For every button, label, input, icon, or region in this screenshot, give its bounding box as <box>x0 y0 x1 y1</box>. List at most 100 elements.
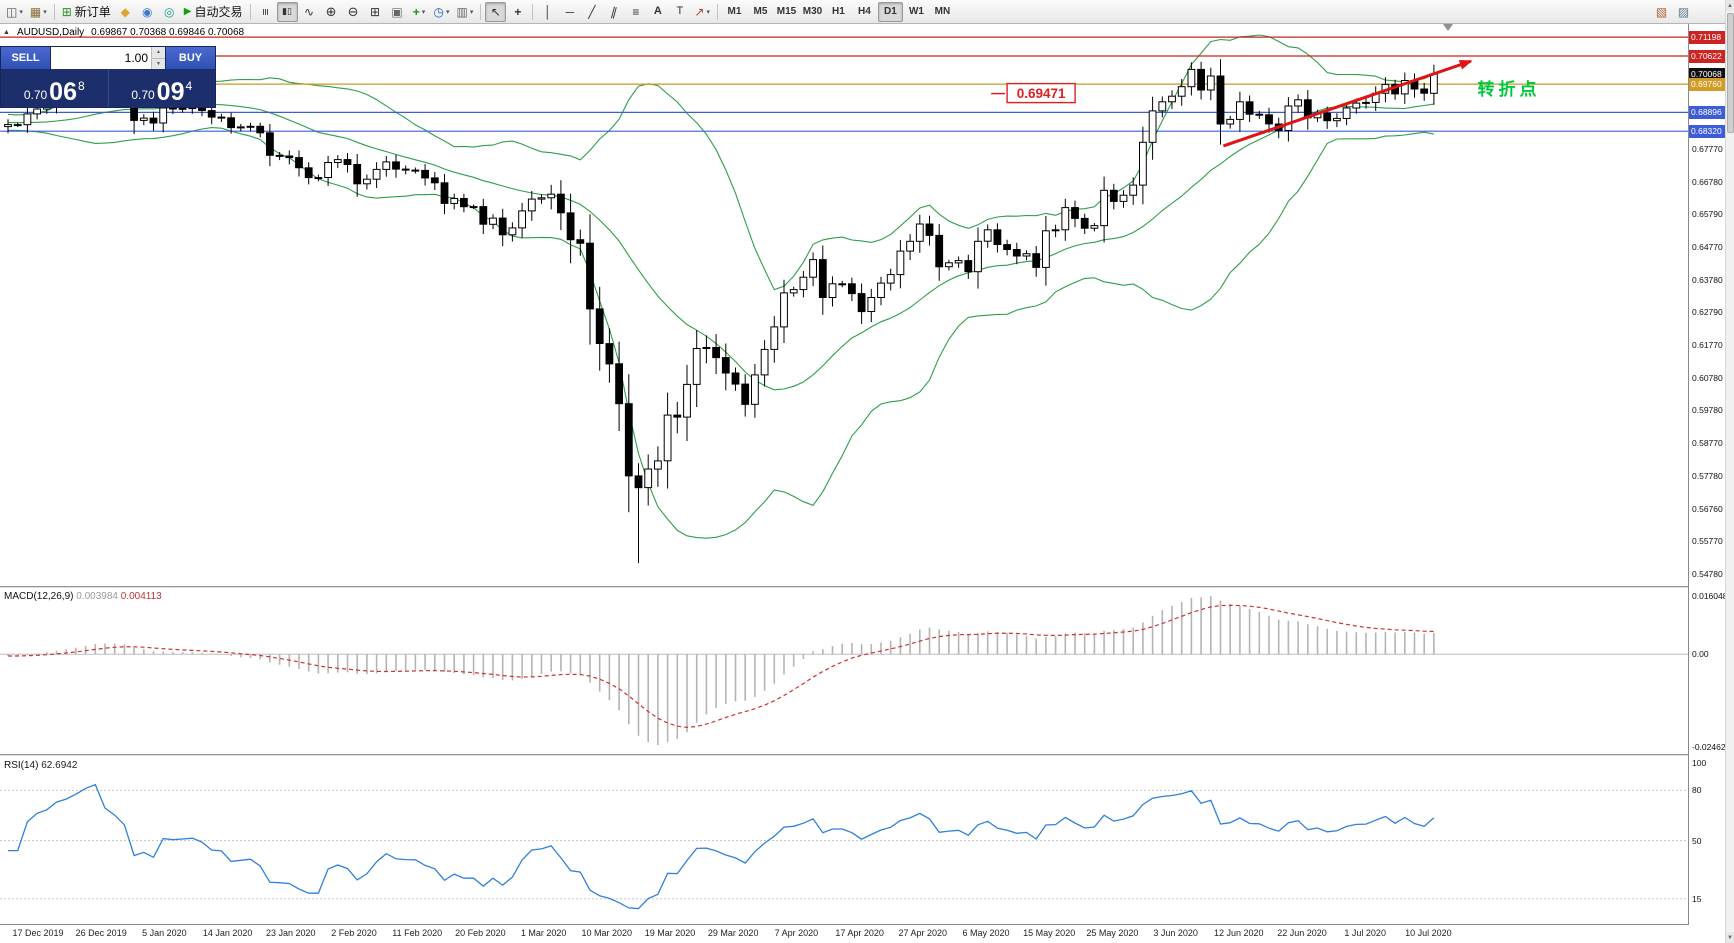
autotrading-button[interactable]: ▶ 自动交易 <box>181 2 246 22</box>
autotrading-play-icon: ▶ <box>183 5 192 17</box>
profiles-button[interactable]: ▦ ▾ <box>27 2 50 22</box>
volume-input[interactable] <box>51 47 151 69</box>
scrollbar-track[interactable] <box>1726 11 1734 932</box>
date-axis-label: 11 Feb 2020 <box>392 928 443 938</box>
buy-button[interactable]: BUY <box>166 47 215 69</box>
price-axis-label: 0.62790 <box>1692 306 1723 317</box>
trendline-tool-button[interactable]: ╱ <box>581 2 602 22</box>
toolbar-separator <box>716 3 718 20</box>
chevron-down-icon: ▾ <box>469 8 474 16</box>
price-axis-label: 0.63780 <box>1692 274 1723 285</box>
svg-text:0.69471: 0.69471 <box>1017 86 1066 101</box>
timeframe-m1-button[interactable]: M1 <box>722 2 747 22</box>
arrange-windows-button[interactable]: ▣ <box>387 2 408 22</box>
toolbar-extra-icon-1[interactable]: ▧ <box>1651 2 1672 22</box>
date-axis-label: 1 Jul 2020 <box>1344 928 1386 938</box>
timeframe-m5-button[interactable]: M5 <box>748 2 773 22</box>
chart-window-icon: ▧ <box>1655 4 1668 19</box>
date-axis-label: 17 Apr 2020 <box>835 928 884 938</box>
timeframe-d1-button[interactable]: D1 <box>877 1 903 22</box>
toolbar-extra-icon-2[interactable]: ▨ <box>1673 2 1694 22</box>
price-axis-label: 0.54780 <box>1692 568 1723 579</box>
buy-price[interactable]: 0.70 09 4 <box>109 69 216 107</box>
crosshair-icon: + <box>514 4 522 19</box>
new-order-button[interactable]: ⊞ 新订单 <box>59 2 114 22</box>
timeframe-m30-button[interactable]: M30 <box>800 2 825 22</box>
metaeditor-button[interactable]: ◆ <box>115 2 136 22</box>
timeframe-h4-button[interactable]: H4 <box>852 2 877 22</box>
autotrading-label: 自动交易 <box>194 5 243 19</box>
sell-price-small: 0.70 <box>23 88 48 102</box>
sell-price[interactable]: 0.70 06 8 <box>1 69 109 107</box>
sell-price-sup: 8 <box>77 79 85 93</box>
channel-tool-button[interactable]: ∥ <box>603 2 624 22</box>
pinned-price-label: 0.69760 <box>1689 77 1725 91</box>
periods-button[interactable]: ◷ ▾ <box>431 2 453 22</box>
time-axis[interactable]: 17 Dec 2019 26 Dec 2019 5 Jan 2020 14 Jan 2… <box>0 925 1688 943</box>
collapse-one-click-icon[interactable]: ▲ <box>3 29 10 36</box>
timeframe-w1-button[interactable]: W1 <box>904 2 929 22</box>
macd-axis-label: 0.00 <box>1692 649 1709 660</box>
macd-canvas[interactable] <box>0 589 1688 754</box>
vertical-line-tool-button[interactable]: │ <box>537 2 558 22</box>
volume-stepper: ▲ ▼ <box>151 47 165 69</box>
date-axis-label: 26 Dec 2019 <box>75 928 127 938</box>
scrollbar-thumb[interactable] <box>1727 13 1734 133</box>
sell-button[interactable]: SELL <box>1 47 50 69</box>
zoom-out-icon: ⊖ <box>347 4 359 19</box>
scroll-down-icon[interactable]: ▼ <box>1726 932 1734 943</box>
strategy-tester-button[interactable]: ◎ <box>159 2 180 22</box>
price-axis-label: 0.58770 <box>1692 438 1723 449</box>
text-label-tool-button[interactable]: T <box>669 2 690 22</box>
templates-button[interactable]: ▥ ▾ <box>454 2 477 22</box>
price-axis[interactable]: 0.67770 0.66780 0.65790 0.64770 0.63780 0.627… <box>1688 0 1730 925</box>
price-axis-label: 0.55770 <box>1692 536 1723 547</box>
rsi-canvas[interactable] <box>0 757 1688 924</box>
main-chart-canvas[interactable]: 0.69471 转折点 <box>0 24 1688 586</box>
crosshair-button[interactable]: + <box>507 2 528 22</box>
chevron-down-icon: ▾ <box>421 8 426 16</box>
trendline-icon: ╱ <box>588 4 596 19</box>
cursor-button[interactable]: ↖ <box>485 1 507 22</box>
bar-chart-button[interactable]: ≡ <box>255 2 276 22</box>
candlestick-chart-icon: ▮▯ <box>282 6 292 16</box>
date-axis-label: 27 Apr 2020 <box>898 928 948 938</box>
tile-windows-button[interactable]: ⊞ <box>365 2 386 22</box>
zoom-in-button[interactable]: ⊕ <box>321 2 342 22</box>
zoom-out-button[interactable]: ⊖ <box>343 2 364 22</box>
timeframe-mn-button[interactable]: MN <box>930 2 955 22</box>
vertical-scrollbar[interactable]: ▲ ▼ <box>1725 0 1734 943</box>
panel-divider[interactable] <box>0 754 1688 757</box>
timeframe-m15-button[interactable]: M15 <box>774 2 799 22</box>
scroll-up-icon[interactable]: ▲ <box>1726 0 1734 11</box>
horizontal-line-tool-button[interactable]: ─ <box>559 2 580 22</box>
date-axis-label: 20 Feb 2020 <box>455 928 506 938</box>
pinned-price-label: 0.71198 <box>1689 30 1725 44</box>
profiles-icon: ▦ <box>29 4 42 19</box>
timeframe-h1-button[interactable]: H1 <box>826 2 851 22</box>
arrows-tool-button[interactable]: ↗ ▾ <box>691 2 713 22</box>
fibonacci-icon: ≡ <box>632 4 640 19</box>
toolbar-separator <box>249 3 251 20</box>
text-tool-button[interactable]: A <box>647 2 668 22</box>
new-chart-button[interactable]: ◫ ▾ <box>3 2 26 22</box>
strategy-tester-icon: ◎ <box>164 4 175 19</box>
macd-indicator-label: MACD(12,26,9) 0.003984 0.004113 <box>4 591 162 602</box>
fibonacci-tool-button[interactable]: ≡ <box>625 2 646 22</box>
buy-price-sup: 4 <box>185 79 193 93</box>
date-axis-label: 3 Jun 2020 <box>1153 928 1198 938</box>
terminal-button[interactable]: ◉ <box>137 2 158 22</box>
line-chart-button[interactable]: ∿ <box>299 2 320 22</box>
metaeditor-icon: ◆ <box>120 4 130 19</box>
date-axis-label: 25 May 2020 <box>1086 928 1139 938</box>
new-order-icon: ⊞ <box>61 4 72 19</box>
panel-divider[interactable] <box>0 586 1688 589</box>
price-axis-label: 0.61770 <box>1692 340 1723 351</box>
volume-up-button[interactable]: ▲ <box>152 47 165 58</box>
indicators-button[interactable]: + ▾ <box>409 2 430 22</box>
price-axis-label: 0.67770 <box>1692 144 1723 155</box>
volume-down-button[interactable]: ▼ <box>152 57 165 69</box>
price-axis-label: 0.59780 <box>1692 405 1723 416</box>
rsi-axis-label: 80 <box>1692 785 1702 796</box>
candlestick-chart-button[interactable]: ▮▯ <box>276 1 298 22</box>
